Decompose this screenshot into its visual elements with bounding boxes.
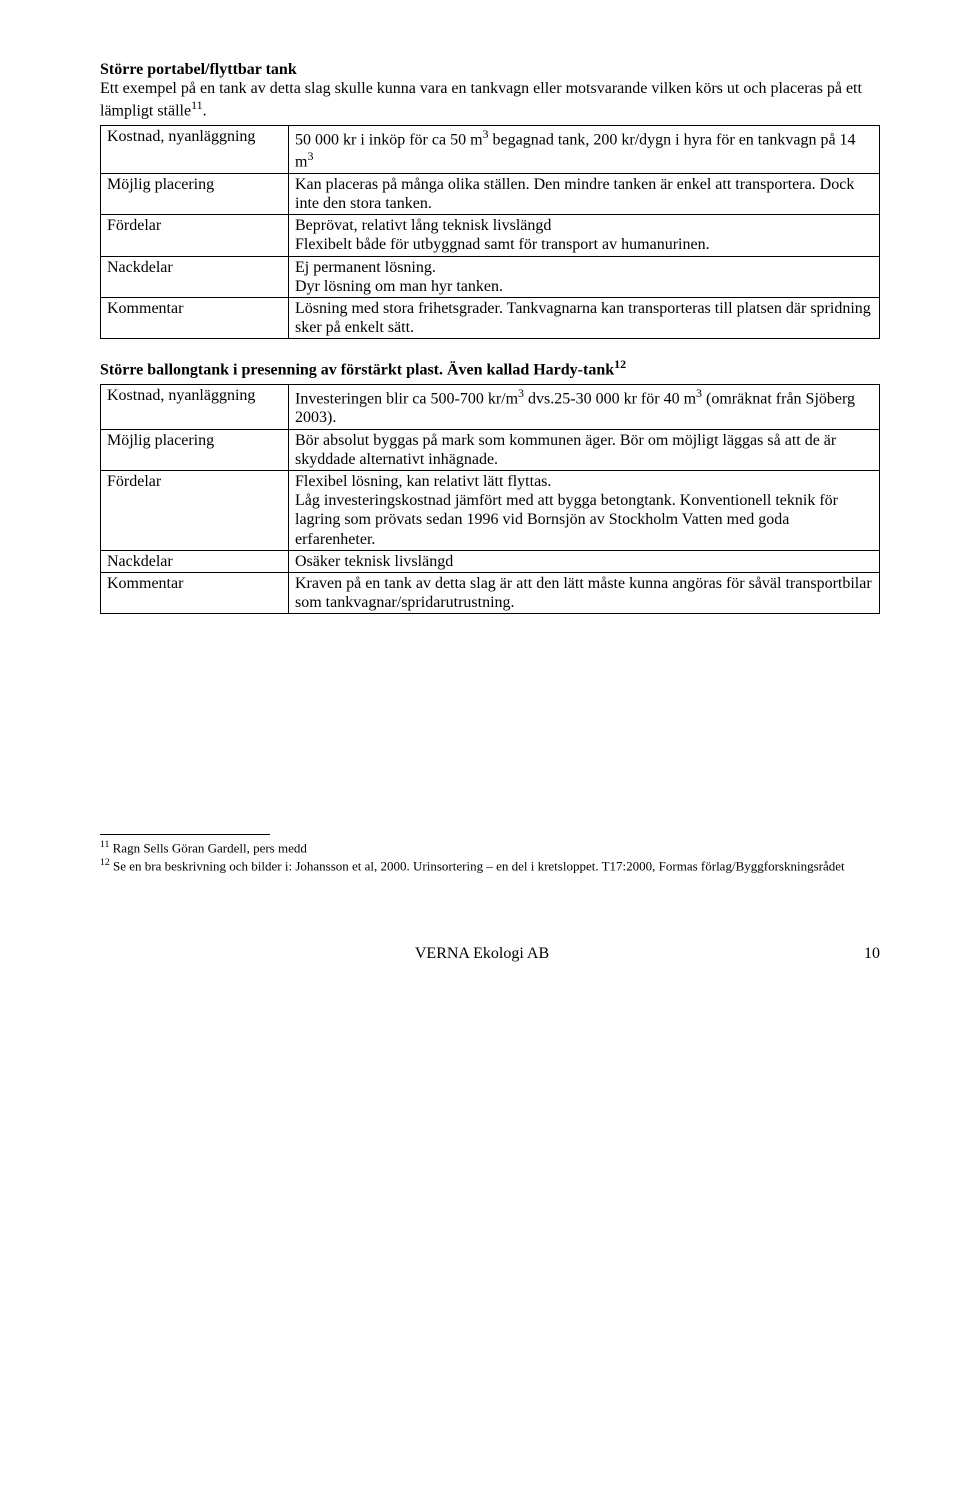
cell-label: Möjlig placering xyxy=(101,173,289,214)
cell-value: Lösning med stora frihetsgrader. Tankvag… xyxy=(289,298,880,339)
table-2: Kostnad, nyanläggning Investeringen blir… xyxy=(100,384,880,614)
table-row: Kostnad, nyanläggning Investeringen blir… xyxy=(101,384,880,429)
cell-value: Beprövat, relativt lång teknisk livsläng… xyxy=(289,215,880,256)
cell-label: Nackdelar xyxy=(101,550,289,572)
section-1-intro-pre: Ett exempel på en tank av detta slag sku… xyxy=(100,80,862,120)
cell-label: Kommentar xyxy=(101,572,289,613)
section-2-title: Större ballongtank i presenning av först… xyxy=(100,357,880,380)
cell-value: Investeringen blir ca 500-700 kr/m3 dvs.… xyxy=(289,384,880,429)
cell-value: Kan placeras på många olika ställen. Den… xyxy=(289,173,880,214)
table-row: Möjlig placering Kan placeras på många o… xyxy=(101,173,880,214)
cell-label: Kostnad, nyanläggning xyxy=(101,125,289,173)
page-number: 10 xyxy=(864,944,880,963)
section-1-intro-sup: 11 xyxy=(191,98,203,112)
cell-value: Kraven på en tank av detta slag är att d… xyxy=(289,572,880,613)
page-footer: VERNA Ekologi AB 10 xyxy=(100,944,880,963)
footer-center: VERNA Ekologi AB xyxy=(415,945,549,962)
section-1-intro-post: . xyxy=(203,103,207,120)
cell-label: Möjlig placering xyxy=(101,429,289,470)
table-row: Kostnad, nyanläggning 50 000 kr i inköp … xyxy=(101,125,880,173)
table-row: Fördelar Flexibel lösning, kan relativt … xyxy=(101,471,880,551)
section-1-intro: Ett exempel på en tank av detta slag sku… xyxy=(100,79,880,121)
table-row: Nackdelar Ej permanent lösning.Dyr lösni… xyxy=(101,256,880,297)
cell-value: 50 000 kr i inköp för ca 50 m3 begagnad … xyxy=(289,125,880,173)
footnotes: 11 Ragn Sells Göran Gardell, pers medd 1… xyxy=(100,839,880,874)
cell-label: Nackdelar xyxy=(101,256,289,297)
cell-value: Ej permanent lösning.Dyr lösning om man … xyxy=(289,256,880,297)
cell-value: Flexibel lösning, kan relativt lätt flyt… xyxy=(289,471,880,551)
table-1: Kostnad, nyanläggning 50 000 kr i inköp … xyxy=(100,125,880,340)
section-2: Större ballongtank i presenning av först… xyxy=(100,357,880,614)
cell-label: Fördelar xyxy=(101,215,289,256)
cell-label: Kommentar xyxy=(101,298,289,339)
table-row: Nackdelar Osäker teknisk livslängd xyxy=(101,550,880,572)
section-1: Större portabel/flyttbar tank Ett exempe… xyxy=(100,60,880,339)
footnote-11: 11 Ragn Sells Göran Gardell, pers medd xyxy=(100,839,880,857)
cell-label: Kostnad, nyanläggning xyxy=(101,384,289,429)
table-row: Kommentar Lösning med stora frihetsgrade… xyxy=(101,298,880,339)
table-row: Möjlig placering Bör absolut byggas på m… xyxy=(101,429,880,470)
table-row: Fördelar Beprövat, relativt lång teknisk… xyxy=(101,215,880,256)
footnote-separator xyxy=(100,834,270,835)
footnote-12: 12 Se en bra beskrivning och bilder i: J… xyxy=(100,857,880,875)
cell-value: Osäker teknisk livslängd xyxy=(289,550,880,572)
cell-label: Fördelar xyxy=(101,471,289,551)
cell-value: Bör absolut byggas på mark som kommunen … xyxy=(289,429,880,470)
section-1-title: Större portabel/flyttbar tank xyxy=(100,60,880,79)
table-row: Kommentar Kraven på en tank av detta sla… xyxy=(101,572,880,613)
